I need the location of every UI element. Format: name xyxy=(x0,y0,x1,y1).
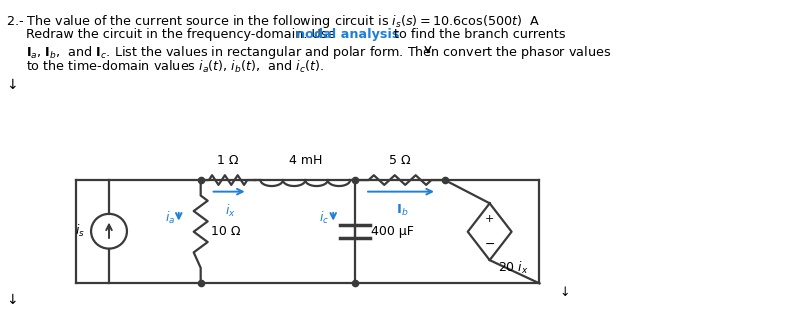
Text: $i_s$: $i_s$ xyxy=(75,223,85,239)
Text: ↓: ↓ xyxy=(6,78,18,92)
Text: −: − xyxy=(484,238,495,251)
Text: ↓: ↓ xyxy=(6,293,18,307)
Text: 400 μF: 400 μF xyxy=(371,225,414,238)
Text: $\mathbf{I}_a$, $\mathbf{I}_b$,  and $\mathbf{I}_c$. List the values in rectangu: $\mathbf{I}_a$, $\mathbf{I}_b$, and $\ma… xyxy=(26,44,611,61)
Text: 10 Ω: 10 Ω xyxy=(211,225,240,238)
Text: to the time-domain values $i_a(t)$, $i_b(t)$,  and $i_c(t)$.: to the time-domain values $i_a(t)$, $i_b… xyxy=(26,59,324,75)
Text: $\mathbf{I}_b$: $\mathbf{I}_b$ xyxy=(396,203,408,218)
Text: $i_a$: $i_a$ xyxy=(165,210,175,226)
Text: 5 Ω: 5 Ω xyxy=(389,154,411,167)
Text: nodal analysis: nodal analysis xyxy=(297,29,400,42)
Text: ↓: ↓ xyxy=(559,286,570,299)
Text: 20 $i_x$: 20 $i_x$ xyxy=(498,259,529,276)
Text: 1 Ω: 1 Ω xyxy=(217,154,239,167)
Text: 4 mH: 4 mH xyxy=(289,154,322,167)
Text: $i_x$: $i_x$ xyxy=(225,203,235,219)
Text: +: + xyxy=(485,214,495,224)
Text: $i_c$: $i_c$ xyxy=(319,210,329,226)
Text: 2.- The value of the current source in the following circuit is $i_s(s) = 10.6\c: 2.- The value of the current source in t… xyxy=(6,13,540,30)
Text: Redraw the circuit in the frequency-domain. Use: Redraw the circuit in the frequency-doma… xyxy=(26,29,340,42)
Text: to find the branch currents: to find the branch currents xyxy=(390,29,566,42)
